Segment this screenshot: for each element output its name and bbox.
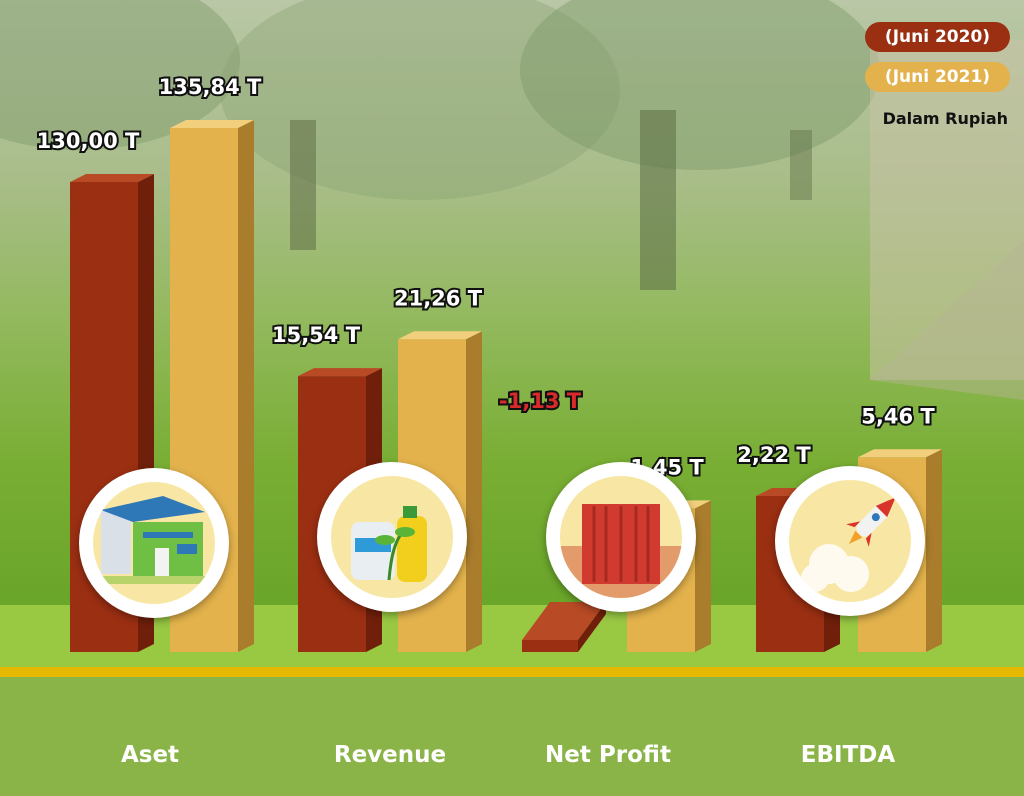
container-badge — [546, 462, 696, 612]
category-label-ebitda: EBITDA — [801, 742, 896, 768]
value-label-revenue-2021: 21,26 T — [394, 286, 483, 310]
legend-item-juni-2020: (Juni 2020) — [865, 22, 1010, 52]
category-label-aset: Aset — [121, 742, 179, 768]
category-band — [0, 677, 1024, 796]
legend-item-juni-2021: (Juni 2021) — [865, 62, 1010, 92]
shipping-container-icon — [560, 504, 682, 598]
category-label-revenue: Revenue — [334, 742, 446, 768]
warehouse-badge — [79, 468, 229, 618]
value-label-ebitda-2021: 5,46 T — [861, 404, 935, 428]
bar-net-profit-2020 — [522, 602, 606, 652]
value-label-ebitda-2020: 2,22 T — [737, 443, 811, 467]
rocket-icon — [801, 497, 896, 592]
value-label-aset-2020: 130,00 T — [37, 129, 140, 153]
value-label-revenue-2020: 15,54 T — [272, 323, 361, 347]
sugar-oil-badge — [317, 462, 467, 612]
unit-note: Dalam Rupiah — [882, 109, 1008, 128]
rocket-badge — [775, 466, 925, 616]
value-label-aset-2021: 135,84 T — [159, 75, 262, 99]
divider-line — [0, 667, 1024, 677]
value-label-net-profit-2020: -1,13 T — [499, 389, 582, 413]
sugar-oil-icon — [351, 506, 427, 582]
category-label-net-profit: Net Profit — [545, 742, 671, 768]
warehouse-icon — [93, 496, 215, 584]
palm-plantation-background — [0, 0, 1024, 400]
